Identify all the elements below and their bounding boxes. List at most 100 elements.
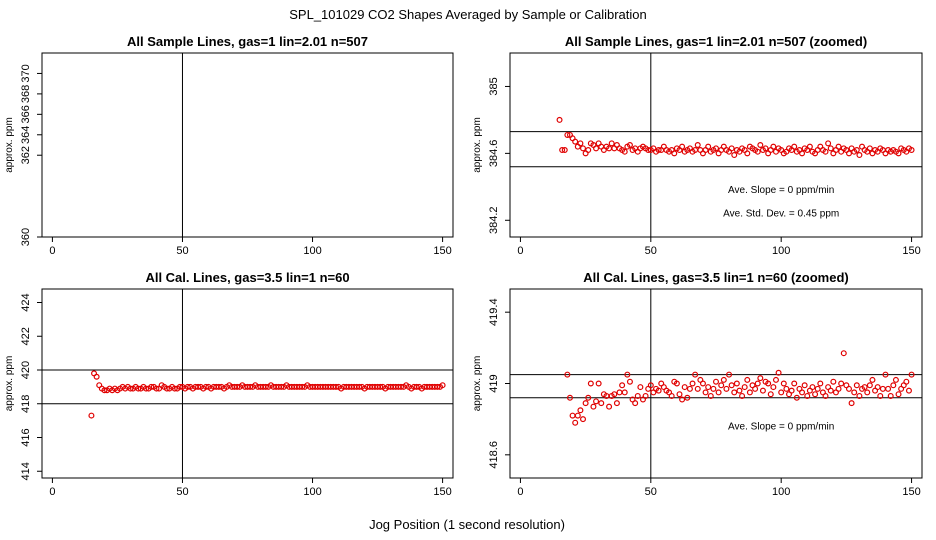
data-point [728,145,735,152]
annotation-text: Ave. Slope = 0 ppm/min [728,185,834,196]
panel-1: All Sample Lines, gas=1 lin=2.01 n=507 0 5… [4,34,454,257]
data-point [587,380,594,387]
data-point [853,382,860,389]
data-point [299,383,306,390]
y-tick-label: 364 [20,126,32,144]
data-point [770,143,777,150]
data-point [731,152,738,159]
data-point [564,371,571,378]
data-point [148,383,155,390]
annotation-text: Ave. Std. Dev. = 0.45 ppm [723,209,839,220]
data-point [827,387,834,394]
data-point [765,380,772,387]
data-point [856,392,863,399]
y-tick-label: 384.6 [488,140,500,168]
data-point [569,412,576,419]
data-point [613,400,620,407]
data-point [788,387,795,394]
data-point [135,385,142,392]
y-tick-label: 418.6 [488,441,500,469]
data-point [822,392,829,399]
data-point [692,371,699,378]
data-point [647,382,654,389]
y-tick-label: 424 [20,293,32,311]
data-point [642,392,649,399]
data-point [809,384,816,391]
data-point [626,142,633,149]
data-point [655,147,662,154]
y-tick-label: 360 [20,228,32,246]
data-point [585,147,592,154]
data-point [822,148,829,155]
data-point [195,383,202,390]
data-point [590,403,597,410]
plot-frame [509,288,923,479]
data-point [176,383,183,390]
data-point [739,392,746,399]
data-point [715,389,722,396]
data-point [838,380,845,387]
data-point [892,376,899,383]
data-point [903,378,910,385]
data-point [559,147,566,154]
x-tick-label: 0 [517,486,523,498]
panel-4: All Cal. Lines, gas=3.5 lin=1 n=60 (zoom… [472,270,923,498]
data-point [655,387,662,394]
data-point [712,378,719,385]
data-point [762,145,769,152]
data-point [694,142,701,149]
data-point [793,394,800,401]
data-point [799,389,806,396]
data-point [757,142,764,149]
y-tick-label: 385 [488,77,500,95]
panel-3: All Cal. Lines, gas=3.5 lin=1 n=60 0 50 100… [4,270,454,498]
data-point [767,391,774,398]
y-tick-label: 366 [20,105,32,123]
data-point [835,385,842,392]
data-point [624,371,631,378]
panel-2: All Sample Lines, gas=1 lin=2.01 n=507 (… [472,34,923,257]
data-point [595,380,602,387]
data-point [413,383,420,390]
data-point [434,383,441,390]
data-point [556,116,563,123]
data-point [88,412,95,419]
data-point [566,394,573,401]
x-tick-label: 0 [49,486,55,498]
y-tick-label: 418 [20,395,32,413]
data-point [637,384,644,391]
data-point [744,150,751,157]
data-point [840,350,847,357]
data-point [619,382,626,389]
data-point [580,416,587,423]
data-point [783,385,790,392]
data-point [679,143,686,150]
data-point [621,389,628,396]
data-point [93,373,100,380]
data-point [780,380,787,387]
data-point [895,391,902,398]
panel-title: All Sample Lines, gas=1 lin=2.01 n=507 [127,34,368,49]
annotation-text: Ave. Slope = 0 ppm/min [728,421,834,432]
data-point [278,383,285,390]
data-point [885,385,892,392]
plot-frame [41,52,454,238]
data-point [234,383,241,390]
x-tick-label: 100 [772,486,790,498]
data-point [723,385,730,392]
data-point [744,376,751,383]
y-axis-label: approx. ppm [472,356,483,412]
x-tick-label: 100 [772,245,790,257]
x-tick-label: 0 [517,245,523,257]
data-point [101,387,108,394]
data-point [887,392,894,399]
x-tick-label: 100 [303,486,321,498]
data-point [778,389,785,396]
x-tick-label: 50 [176,486,188,498]
x-tick-label: 100 [303,245,321,257]
data-point [759,387,766,394]
data-point [877,392,884,399]
plot-frame [41,288,454,479]
data-point [572,138,579,145]
